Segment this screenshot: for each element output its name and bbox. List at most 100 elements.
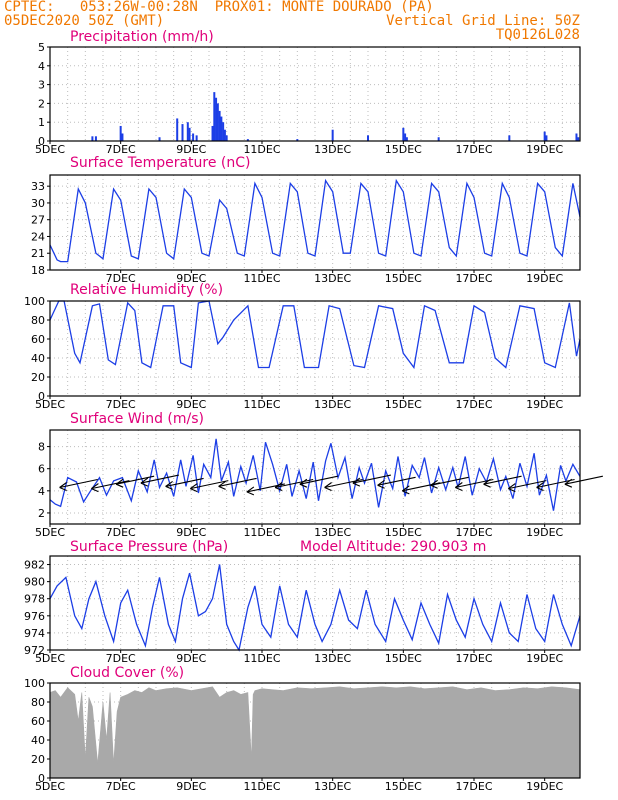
precip-bar [404,133,407,141]
x-tick-label: 17DEC [455,143,492,156]
precip-bar [119,125,122,141]
wind-arrow-shaft [140,474,179,484]
header-date: 05DEC2020 50Z (GMT) [4,13,165,29]
y-tick-label: 980 [24,576,45,589]
x-tick-label: 7DEC [106,398,136,411]
chart-annotation: Model Altitude: 290.903 m [300,539,486,555]
precip-bar [186,122,189,141]
wind-arrow-shaft [508,480,547,490]
wind-arrow-shaft [455,478,494,489]
header-grid-line: Vertical Grid Line: 50Z [386,13,580,29]
plot-frame [49,46,581,142]
wind-arrow [190,480,229,493]
wind-arrow [115,475,155,488]
x-tick-label: 11DEC [243,398,280,411]
y-tick-label: 2 [38,97,45,110]
precip-bar [296,139,299,141]
wind-arrow-shaft [430,476,469,486]
y-tick-label: 33 [31,180,45,193]
y-tick-label: 972 [24,644,45,657]
plot-frame [49,555,581,651]
y-tick-label: 3 [38,79,45,92]
chart-title: Cloud Cover (%) [70,665,184,681]
precip-bar [192,133,195,141]
precip-bar [188,127,191,141]
chart-title: Relative Humidity (%) [70,282,223,298]
x-tick-label: 19DEC [526,398,563,411]
x-tick-label: 19DEC [526,526,563,539]
x-tick-label: 9DEC [176,272,206,285]
wind-arrow [59,478,98,492]
wind-arrow-shaft [59,478,98,489]
precip-bar [405,137,408,141]
precip-bar [437,137,440,141]
x-tick-label: 13DEC [314,143,351,156]
y-tick-label: 1 [38,116,45,129]
y-tick-label: 100 [24,295,45,308]
x-tick-label: 9DEC [176,526,206,539]
wind-arrow-head [190,483,198,493]
precip-bar [181,124,184,141]
precip-bar [223,129,226,141]
x-tick-label: 5DEC [35,526,65,539]
chart-title: Surface Temperature (nC) [70,155,251,171]
x-tick-label: 11DEC [243,143,280,156]
wind-arrow [91,480,130,493]
y-tick-label: 2 [38,507,45,520]
x-tick-label: 11DEC [243,526,280,539]
x-tick-label: 5DEC [35,143,65,156]
chart-temp: 18 21 24 27 30 33 7DEC 9DEC 11DEC 13DEC 15DEC 17DEC… [31,155,581,285]
wind-arrow-head [508,483,516,493]
precip-bar [508,135,511,141]
wind-arrow-head [246,486,255,496]
y-tick-label: 80 [31,696,45,709]
header-model-id: TQ0126L028 [495,27,580,43]
wind-arrow-head [483,478,491,488]
wind-arrow-head [536,482,544,492]
x-tick-label: 9DEC [176,652,206,665]
y-tick-label: 4 [38,60,45,73]
x-tick-label: 19DEC [526,652,563,665]
precip-bar [91,136,94,141]
cloud-area [49,686,581,779]
precip-bar [158,137,161,141]
x-tick-label: 7DEC [106,272,136,285]
wind-arrow-shaft [299,475,338,485]
x-tick-label: 5DEC [35,398,65,411]
chart-wind: 2 4 6 8 5DEC 7DEC 9DEC 11DEC 13DEC 15DEC 17DEC 19DE… [35,411,603,539]
wind-arrow [165,477,204,490]
x-tick-label: 17DEC [455,272,492,285]
y-tick-label: 974 [24,627,45,640]
wind-arrow [352,474,391,487]
wind-arrow [140,474,179,487]
x-tick-label: 13DEC [314,398,351,411]
x-tick-label: 13DEC [314,272,351,285]
wind-arrow [564,475,603,488]
wind-arrow-head [218,480,226,490]
y-tick-label: 978 [24,593,45,606]
wind-arrow [536,478,575,492]
chart-title: Surface Pressure (hPa) [70,539,228,555]
y-tick-label: 976 [24,610,45,623]
precip-bar [121,133,124,141]
wind-arrow-head [165,480,173,490]
chart-pres: 972 974 976 978 980 982 5DEC 7DEC 9DEC 11DEC 13DEC… [24,539,581,665]
wind-arrow-shaft [352,474,391,484]
y-tick-label: 40 [31,734,45,747]
x-tick-label: 7DEC [106,780,136,793]
wind-arrow-shaft [564,475,603,485]
wind-arrow-head [274,482,283,492]
y-tick-label: 0 [38,135,45,148]
x-tick-label: 9DEC [176,398,206,411]
wind-arrow [430,476,469,489]
wind-line [49,438,581,511]
x-tick-label: 7DEC [106,652,136,665]
precip-bar [246,139,249,141]
x-tick-label: 17DEC [455,398,492,411]
precip-bar [577,137,580,141]
y-tick-label: 24 [31,230,45,243]
wind-arrow [377,476,416,489]
x-tick-label: 15DEC [385,780,422,793]
precip-bar [213,92,216,141]
